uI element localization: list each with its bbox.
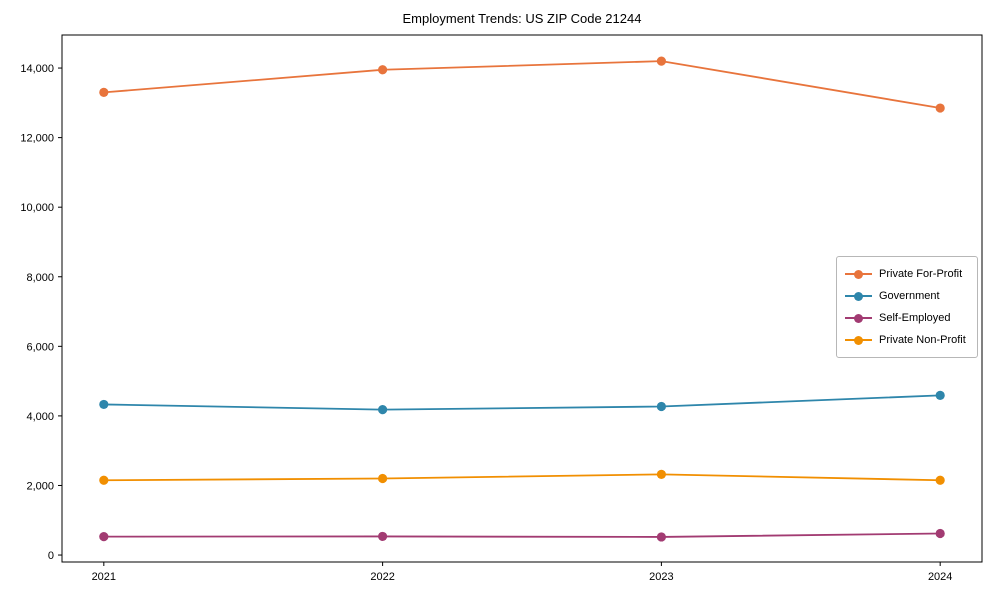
y-tick-label: 14,000 [20,63,54,75]
series-self-employed [99,528,945,542]
series-private-for-profit [99,56,945,113]
y-tick-label: 10,000 [20,202,54,214]
data-point [935,475,945,485]
data-point [935,390,945,400]
y-tick-label: 12,000 [20,133,54,145]
legend-item-self-employed: Self-Employed [845,307,969,329]
legend-marker-icon [845,269,872,279]
legend: Private For-Profit Government Self-Employe… [836,256,978,358]
series-line [102,473,942,482]
x-tick-label: 2023 [649,571,673,583]
legend-dot [854,313,863,323]
legend-item-private-for-profit: Private For-Profit [845,263,969,285]
data-point [378,65,388,75]
data-point [378,531,388,542]
legend-dot [854,291,863,301]
data-point [656,56,666,66]
legend-item-private-non-profit: Private Non-Profit [845,329,969,351]
series-line [102,60,942,109]
legend-marker-icon [845,291,872,301]
series-line [102,532,942,538]
data-point [99,399,109,410]
legend-label: Private For-Profit [879,268,963,280]
data-point [378,405,388,415]
legend-marker-icon [845,335,872,345]
legend-dot [854,335,863,345]
data-point [656,401,666,412]
data-point [935,103,945,113]
x-tick-label: 2024 [928,571,952,583]
y-tick-label: 0 [48,550,54,562]
legend-label: Government [879,290,940,302]
legend-label: Self-Employed [879,312,951,324]
data-point [656,532,666,542]
y-tick-label: 2,000 [26,480,54,492]
x-tick-label: 2021 [92,571,116,583]
series-government [99,390,945,415]
legend-dot [854,269,863,279]
x-tick-label: 2022 [370,571,394,583]
axes-frame [61,34,983,563]
data-point [99,87,109,97]
data-point [378,473,388,484]
chart-title: Employment Trends: US ZIP Code 21244 [402,11,642,26]
data-point [99,532,109,542]
legend-marker-icon [845,313,872,323]
data-point [99,475,109,485]
y-tick-label: 4,000 [26,411,54,423]
data-point [935,528,945,539]
legend-item-government: Government [845,285,969,307]
y-tick-label: 8,000 [26,272,54,284]
data-point [656,469,666,479]
legend-label: Private Non-Profit [879,334,966,346]
y-tick-label: 6,000 [26,341,54,353]
series-line [102,394,942,411]
series-private-non-profit [99,469,945,485]
